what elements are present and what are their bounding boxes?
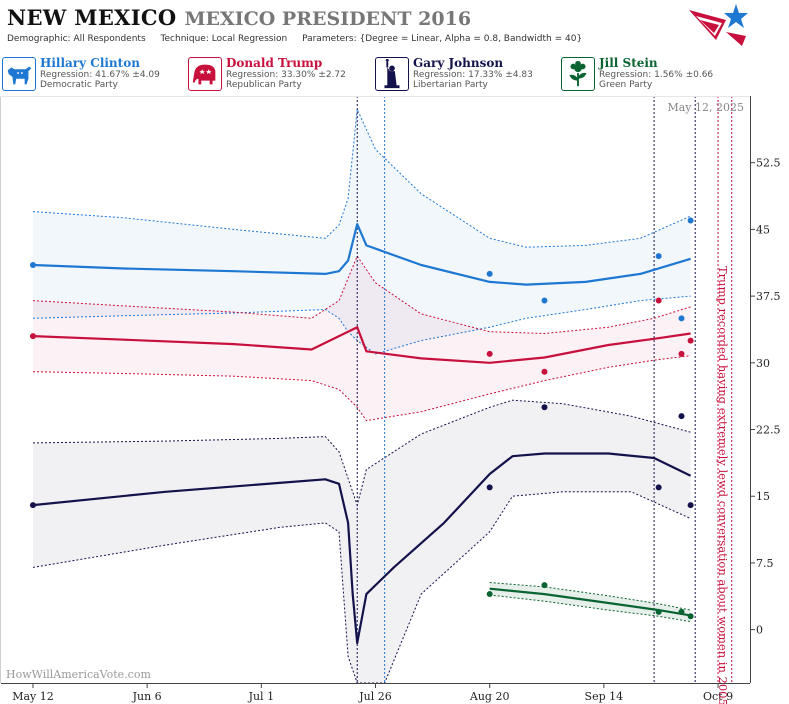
poll-point bbox=[541, 582, 548, 589]
plot-area bbox=[29, 96, 733, 683]
legend-item-stein: Jill Stein Regression: 1.56% ±0.66 Green… bbox=[561, 56, 749, 92]
x-tick-label: Jun 6 bbox=[132, 690, 162, 703]
legend-party: Libertarian Party bbox=[413, 80, 488, 90]
legend-item-johnson: Gary Johnson Regression: 17.33% ±4.83 Li… bbox=[375, 56, 563, 92]
poll-point bbox=[486, 484, 493, 491]
legend-item-trump: Donald Trump Regression: 33.30% ±2.72 Re… bbox=[188, 56, 376, 92]
state-title: NEW MEXICO bbox=[7, 5, 177, 30]
legend-regression: Regression: 33.30% ±2.72 bbox=[226, 70, 346, 80]
y-tick-label: 7.5 bbox=[756, 557, 774, 570]
x-tick-label: Sep 14 bbox=[585, 690, 624, 703]
poll-point bbox=[29, 502, 36, 509]
legend-regression: Regression: 17.33% ±4.83 bbox=[413, 70, 533, 80]
legend-name: Gary Johnson bbox=[413, 56, 504, 70]
technique-label: Technique: bbox=[160, 34, 209, 44]
parameters-line: Demographic: All Respondents Technique: … bbox=[7, 34, 594, 44]
poll-point bbox=[678, 608, 685, 615]
flag-star-logo bbox=[686, 2, 752, 50]
x-tick-label: Jul 26 bbox=[358, 690, 392, 703]
poll-point bbox=[687, 337, 694, 344]
poll-point bbox=[678, 315, 685, 322]
technique-value: Local Regression bbox=[211, 34, 288, 44]
legend-party: Democratic Party bbox=[40, 80, 118, 90]
legend-regression: Regression: 41.67% ±4.09 bbox=[40, 70, 160, 80]
y-tick-label: 37.5 bbox=[756, 290, 781, 303]
x-tick-label: Aug 20 bbox=[469, 690, 510, 703]
poll-point bbox=[541, 368, 548, 375]
event-annotation: Trump recorded having extremely lewd con… bbox=[716, 266, 730, 704]
demographic-label: Demographic: bbox=[7, 34, 71, 44]
statue-of-liberty-icon bbox=[375, 57, 409, 91]
band-lower-line bbox=[489, 594, 691, 623]
legend-name: Donald Trump bbox=[226, 56, 323, 70]
band-upper-line bbox=[32, 255, 691, 335]
poll-point bbox=[687, 217, 694, 224]
poll-point bbox=[486, 350, 493, 357]
y-tick-label: 45 bbox=[756, 223, 770, 236]
demographic-value: All Respondents bbox=[73, 34, 146, 44]
x-tick-label: Oct 9 bbox=[703, 690, 733, 703]
regression-line bbox=[32, 452, 692, 645]
x-tick-label: May 12 bbox=[12, 690, 54, 703]
y-tick-label: 15 bbox=[756, 490, 770, 503]
legend-item-clinton: Hillary Clinton Regression: 41.67% ±4.09… bbox=[2, 56, 190, 92]
y-tick-label: 30 bbox=[756, 357, 770, 370]
elephant-icon bbox=[188, 57, 222, 91]
legend-party: Republican Party bbox=[226, 80, 302, 90]
regression-line bbox=[32, 326, 691, 364]
legend-regression: Regression: 1.56% ±0.66 bbox=[599, 70, 714, 80]
legend-party: Green Party bbox=[599, 80, 653, 90]
poll-point bbox=[486, 591, 493, 598]
regression-line bbox=[489, 587, 691, 617]
poll-point bbox=[678, 350, 685, 357]
chart-title: NEW MEXICO MEXICO PRESIDENT 2016 bbox=[7, 5, 471, 30]
poll-point bbox=[655, 484, 662, 491]
parameters-label: Parameters: bbox=[302, 34, 357, 44]
regression-line bbox=[32, 223, 691, 286]
race-title: MEXICO PRESIDENT 2016 bbox=[184, 8, 472, 30]
confidence-band bbox=[33, 109, 691, 354]
poll-point bbox=[655, 253, 662, 260]
poll-point bbox=[655, 297, 662, 304]
band-upper-line bbox=[32, 107, 691, 248]
band-lower-line bbox=[32, 355, 691, 422]
poll-point bbox=[541, 297, 548, 304]
parameters-value: {Degree = Linear, Alpha = 0.8, Bandwidth… bbox=[359, 34, 583, 44]
confidence-band bbox=[33, 400, 691, 683]
legend-name: Jill Stein bbox=[599, 56, 658, 70]
y-tick-label: 22.5 bbox=[756, 424, 781, 437]
legend-name: Hillary Clinton bbox=[40, 56, 140, 70]
date-label: May 12, 2025 bbox=[667, 101, 744, 114]
poll-point bbox=[687, 613, 694, 620]
poll-point bbox=[486, 270, 493, 277]
poll-point bbox=[687, 502, 694, 509]
poll-point bbox=[541, 404, 548, 411]
confidence-band bbox=[489, 582, 691, 622]
watermark: HowWillAmericaVote.com bbox=[6, 668, 151, 681]
band-lower-line bbox=[32, 295, 691, 355]
poll-point bbox=[678, 413, 685, 420]
y-tick-label: 0 bbox=[756, 624, 763, 637]
poll-point bbox=[655, 608, 662, 615]
band-lower-line bbox=[32, 491, 691, 683]
y-tick-label: 52.5 bbox=[756, 157, 781, 170]
poll-point bbox=[29, 261, 36, 268]
flower-icon bbox=[561, 57, 595, 91]
poll-point bbox=[29, 333, 36, 340]
donkey-icon bbox=[2, 57, 36, 91]
band-upper-line bbox=[489, 582, 691, 611]
x-tick-label: Jul 1 bbox=[248, 690, 275, 703]
legend: Hillary Clinton Regression: 41.67% ±4.09… bbox=[0, 56, 789, 94]
